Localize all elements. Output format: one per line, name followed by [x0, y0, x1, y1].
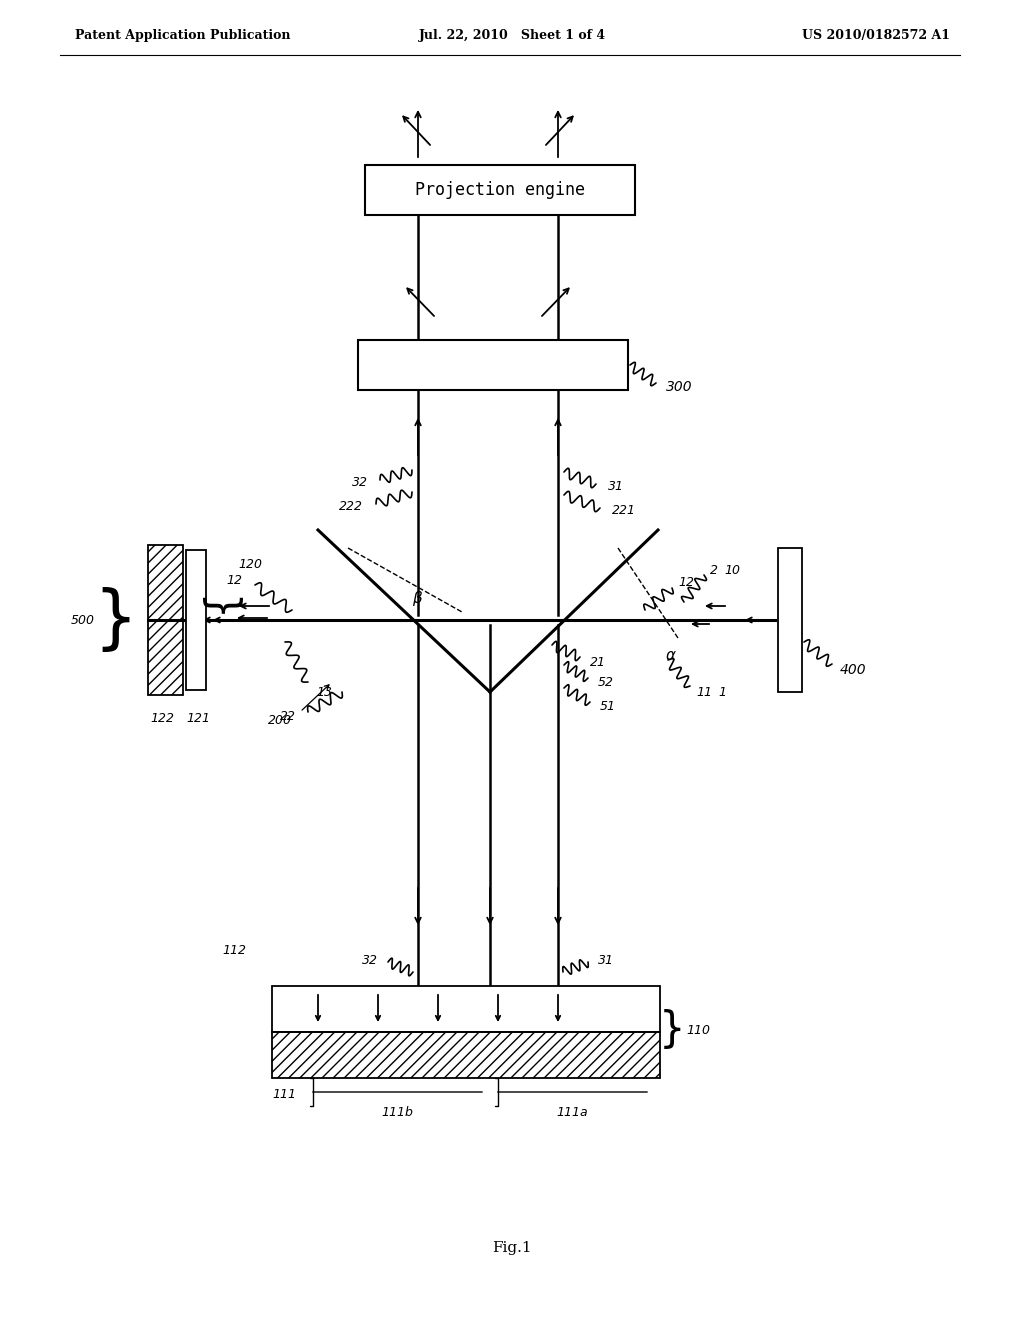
Text: 300: 300	[666, 380, 692, 393]
Text: 400: 400	[840, 663, 866, 677]
Text: 32: 32	[352, 475, 368, 488]
Bar	[358, 341, 628, 389]
Text: 51: 51	[600, 700, 616, 713]
Text: 200: 200	[268, 714, 292, 726]
Text: Projection engine: Projection engine	[415, 181, 585, 199]
Text: 22: 22	[280, 710, 296, 722]
Text: 13: 13	[316, 685, 332, 698]
Text: {: {	[199, 587, 241, 614]
Text: 111: 111	[272, 1088, 296, 1101]
Text: 222: 222	[339, 499, 362, 512]
Text: 10: 10	[724, 564, 740, 577]
Text: 110: 110	[686, 1023, 710, 1036]
Text: 52: 52	[598, 676, 614, 689]
Text: 32: 32	[362, 953, 378, 966]
Text: US 2010/0182572 A1: US 2010/0182572 A1	[802, 29, 950, 41]
Text: 121: 121	[186, 711, 210, 725]
Text: }: }	[658, 1008, 685, 1051]
Bar	[272, 1032, 660, 1078]
Text: 1: 1	[718, 685, 726, 698]
Text: 120: 120	[238, 558, 262, 572]
Bar	[365, 165, 635, 215]
Text: 500: 500	[71, 614, 95, 627]
Bar	[186, 550, 206, 690]
Text: 12: 12	[678, 576, 694, 589]
Text: 31: 31	[598, 953, 614, 966]
Bar	[148, 545, 183, 696]
Text: 112: 112	[222, 944, 246, 957]
Text: 122: 122	[150, 711, 174, 725]
Text: 221: 221	[612, 503, 636, 516]
Text: 2: 2	[710, 564, 718, 577]
Text: 11: 11	[696, 685, 712, 698]
Text: 111b: 111b	[382, 1106, 414, 1118]
Text: Jul. 22, 2010   Sheet 1 of 4: Jul. 22, 2010 Sheet 1 of 4	[419, 29, 605, 41]
Text: $\beta$: $\beta$	[413, 589, 424, 607]
Text: $\alpha$: $\alpha$	[665, 648, 677, 663]
Text: 111a: 111a	[557, 1106, 589, 1118]
Bar	[272, 986, 660, 1032]
Text: 12: 12	[226, 573, 242, 586]
Text: 31: 31	[608, 480, 624, 494]
Text: Patent Application Publication: Patent Application Publication	[75, 29, 291, 41]
Bar	[778, 548, 802, 692]
Text: Fig.1: Fig.1	[493, 1241, 531, 1255]
Text: }: }	[93, 586, 137, 653]
Text: 21: 21	[590, 656, 606, 668]
